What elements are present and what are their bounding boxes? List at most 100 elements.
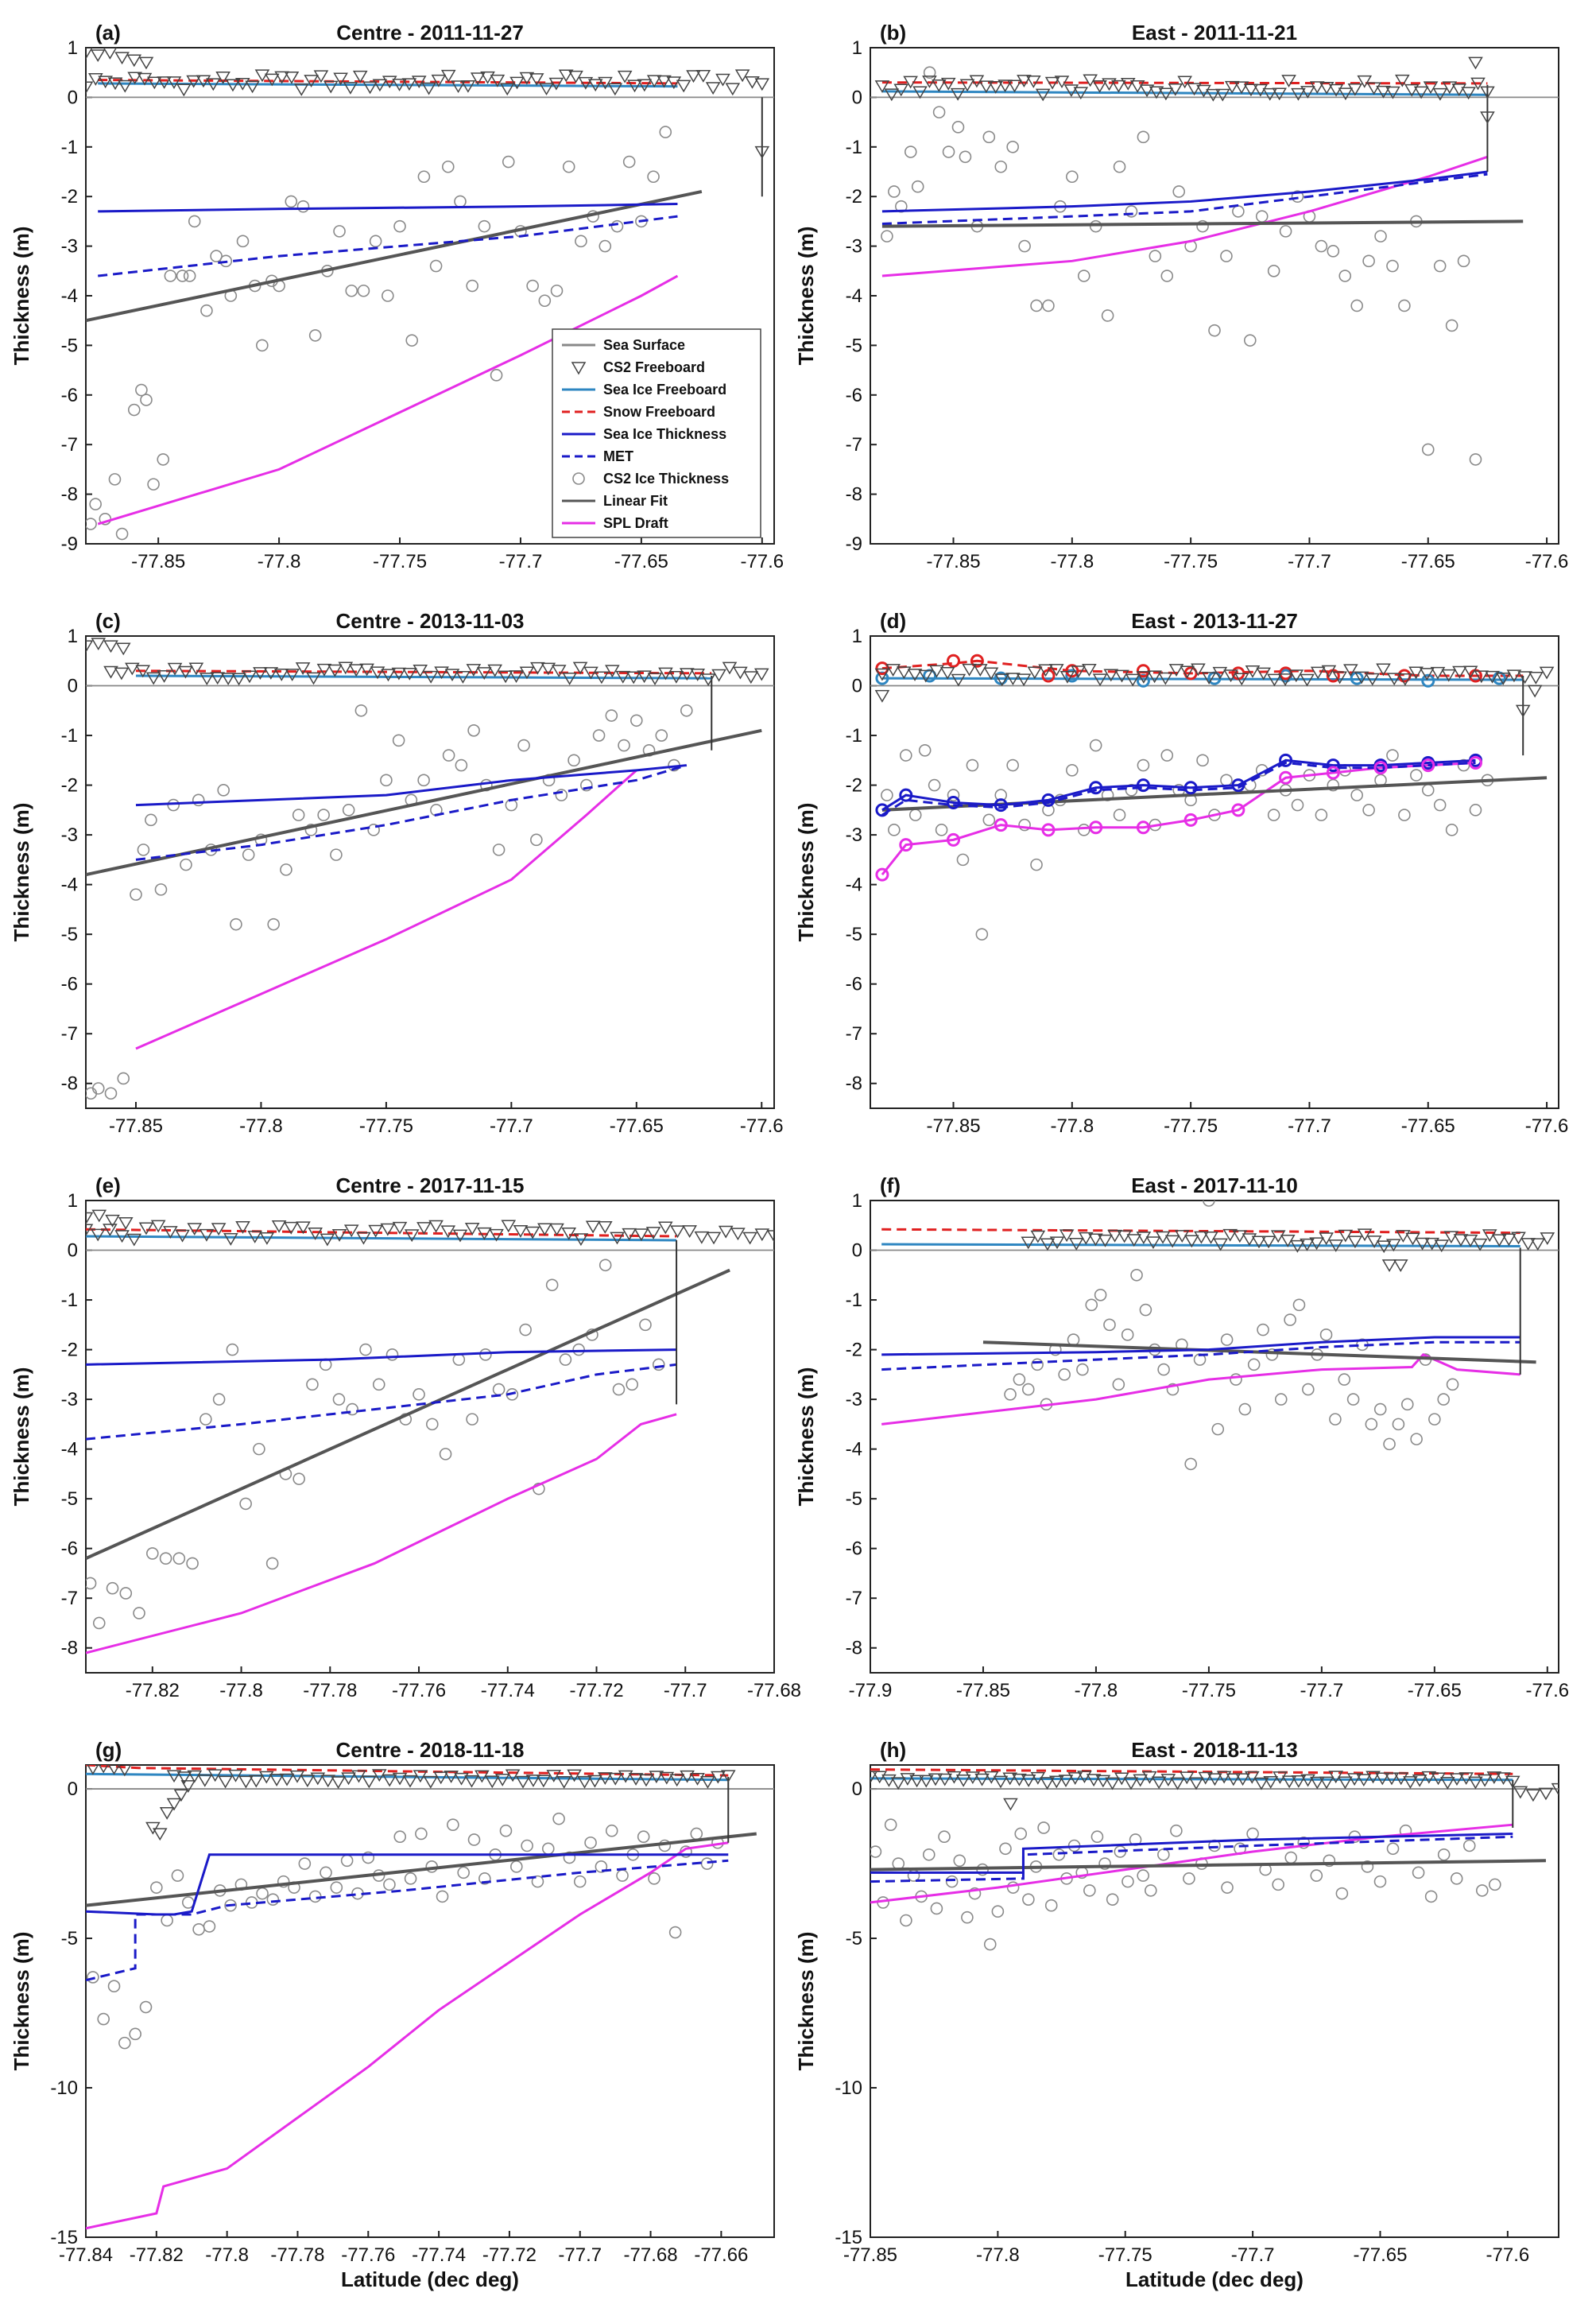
cs2-freeboard-point xyxy=(1048,664,1064,677)
cs2-freeboard-point xyxy=(150,1220,166,1233)
spl-draft-line xyxy=(86,1413,677,1654)
cs2-freeboard-point xyxy=(1290,1239,1305,1253)
cs2-freeboard-point xyxy=(98,1765,109,1774)
cs2-ice-thickness-point xyxy=(1362,254,1375,268)
cs2-freeboard-point xyxy=(598,76,613,90)
cs2-freeboard-point xyxy=(271,1220,287,1233)
cs2-freeboard-point xyxy=(1038,664,1053,677)
cs2-freeboard-point xyxy=(1396,1230,1411,1243)
cs2-freeboard-point xyxy=(1201,672,1217,685)
cs2-freeboard-point xyxy=(1088,1233,1103,1247)
cs2-freeboard-point xyxy=(988,80,1004,94)
cs2-ice-thickness-point xyxy=(1386,749,1399,762)
cs2-freeboard-point xyxy=(1291,1775,1307,1788)
cs2-freeboard-point xyxy=(300,1775,316,1788)
cs2-freeboard-point xyxy=(207,1769,223,1782)
met-line xyxy=(135,764,688,861)
cs2-freeboard-point xyxy=(725,83,741,96)
x-tick-label: -77.65 xyxy=(610,1115,664,1137)
cs2-ice-thickness-point xyxy=(629,714,643,727)
cs2-freeboard-point xyxy=(1206,88,1221,102)
cs2-freeboard-point xyxy=(585,1220,601,1234)
cs2-ice-thickness-point xyxy=(92,1616,106,1630)
cs2-freeboard-point xyxy=(1180,665,1195,679)
cs2-freeboard-point xyxy=(1480,86,1495,99)
cs2-freeboard-point xyxy=(323,80,339,94)
cs2-ice-thickness-point xyxy=(298,1857,312,1870)
cs2-freeboard-point xyxy=(114,1230,130,1243)
cs2-freeboard-point xyxy=(455,670,471,684)
spl-draft-marker xyxy=(1468,755,1482,770)
cs2-freeboard-point xyxy=(205,78,221,91)
cs2-freeboard-point xyxy=(647,673,663,686)
y-tick-label: 1 xyxy=(852,626,862,647)
cs2-freeboard-point xyxy=(175,1229,190,1243)
x-tick-label: -77.72 xyxy=(569,1680,623,1701)
cs2-freeboard-point xyxy=(475,1770,490,1783)
cs2-ice-thickness-point xyxy=(1030,858,1043,871)
cs2-freeboard-point xyxy=(993,1775,1009,1789)
cs2-freeboard-point xyxy=(1540,1232,1555,1245)
cs2-freeboard-point xyxy=(918,1775,934,1788)
panel-c: Centre - 2013-11-03 (c) -77.85 -77.8 -77.75 -… xyxy=(10,609,784,1137)
panel-title: Centre - 2011-11-27 xyxy=(336,21,524,45)
x-tick-label: -77.8 xyxy=(219,1680,263,1701)
cs2-ice-thickness-point xyxy=(1031,1358,1044,1371)
cs2-freeboard-point xyxy=(1347,83,1363,96)
cs2-freeboard-point xyxy=(1328,83,1344,97)
cs2-freeboard-point xyxy=(1386,673,1402,686)
cs2-freeboard-point xyxy=(556,1776,571,1789)
y-tick-label: -3 xyxy=(846,236,862,258)
cs2-freeboard-point xyxy=(1086,1774,1102,1787)
cs2-freeboard-point xyxy=(338,661,354,675)
cs2-ice-thickness-point xyxy=(167,798,180,812)
cs2-ice-thickness-point xyxy=(1383,1437,1396,1451)
cs2-freeboard-point xyxy=(1092,673,1108,687)
cs2-freeboard-point xyxy=(289,1770,305,1783)
cs2-freeboard-point xyxy=(1184,1235,1199,1248)
cs2-freeboard-point xyxy=(211,1223,227,1236)
cs2-ice-thickness-point xyxy=(192,793,205,807)
cs2-freeboard-point xyxy=(1376,85,1391,99)
x-tick-label: -77.7 xyxy=(664,1680,707,1701)
cs2-ice-thickness-point xyxy=(133,1607,145,1619)
legend-swatch xyxy=(571,362,587,375)
cs2-freeboard-point xyxy=(573,1233,589,1247)
cs2-freeboard-point xyxy=(1321,665,1337,678)
plot-area xyxy=(870,1764,1559,2238)
plot-content xyxy=(870,654,1559,941)
spl-draft-marker xyxy=(875,867,889,882)
panel-title: Centre - 2018-11-18 xyxy=(335,1738,524,1762)
cs2-ice-thickness-point xyxy=(881,230,893,242)
cs2-ice-thickness-point xyxy=(1018,818,1031,832)
cs2-freeboard-point xyxy=(1462,1234,1478,1247)
y-tick-label: -5 xyxy=(846,924,862,945)
cs2-ice-thickness-point xyxy=(888,185,901,198)
cs2-freeboard-point xyxy=(1472,1238,1488,1251)
panel-title: East - 2013-11-27 xyxy=(1131,609,1298,633)
cs2-freeboard-point xyxy=(1111,80,1126,93)
cs2-ice-thickness-point xyxy=(1350,789,1363,801)
cs2-ice-thickness-point xyxy=(1085,1298,1098,1312)
sea-ice-thickness-line xyxy=(881,758,1476,812)
cs2-freeboard-point xyxy=(285,669,300,681)
cs2-freeboard-point xyxy=(1281,75,1296,87)
y-tick-label: -8 xyxy=(846,1073,862,1095)
cs2-freeboard-point xyxy=(391,667,407,681)
cs2-freeboard-point xyxy=(137,72,153,86)
cs2-ice-thickness-point xyxy=(1030,299,1043,312)
cs2-freeboard-point xyxy=(567,1769,582,1782)
cs2-freeboard-point xyxy=(1354,671,1369,685)
legend-entry-label: CS2 Ice Thickness xyxy=(603,471,729,487)
panel-letter: (d) xyxy=(880,609,906,633)
cs2-freeboard-point xyxy=(454,1772,469,1786)
y-tick-label: 1 xyxy=(68,626,78,647)
cs2-freeboard-point xyxy=(103,640,118,654)
cs2-freeboard-point xyxy=(1474,670,1489,684)
cs2-ice-thickness-point xyxy=(1058,1368,1071,1381)
cs2-freeboard-point xyxy=(628,1773,644,1786)
cs2-ice-thickness-point xyxy=(592,729,606,742)
cs2-ice-thickness-point xyxy=(447,1818,459,1831)
cs2-ice-thickness-point xyxy=(1211,1422,1225,1436)
cs2-freeboard-point xyxy=(295,662,311,675)
